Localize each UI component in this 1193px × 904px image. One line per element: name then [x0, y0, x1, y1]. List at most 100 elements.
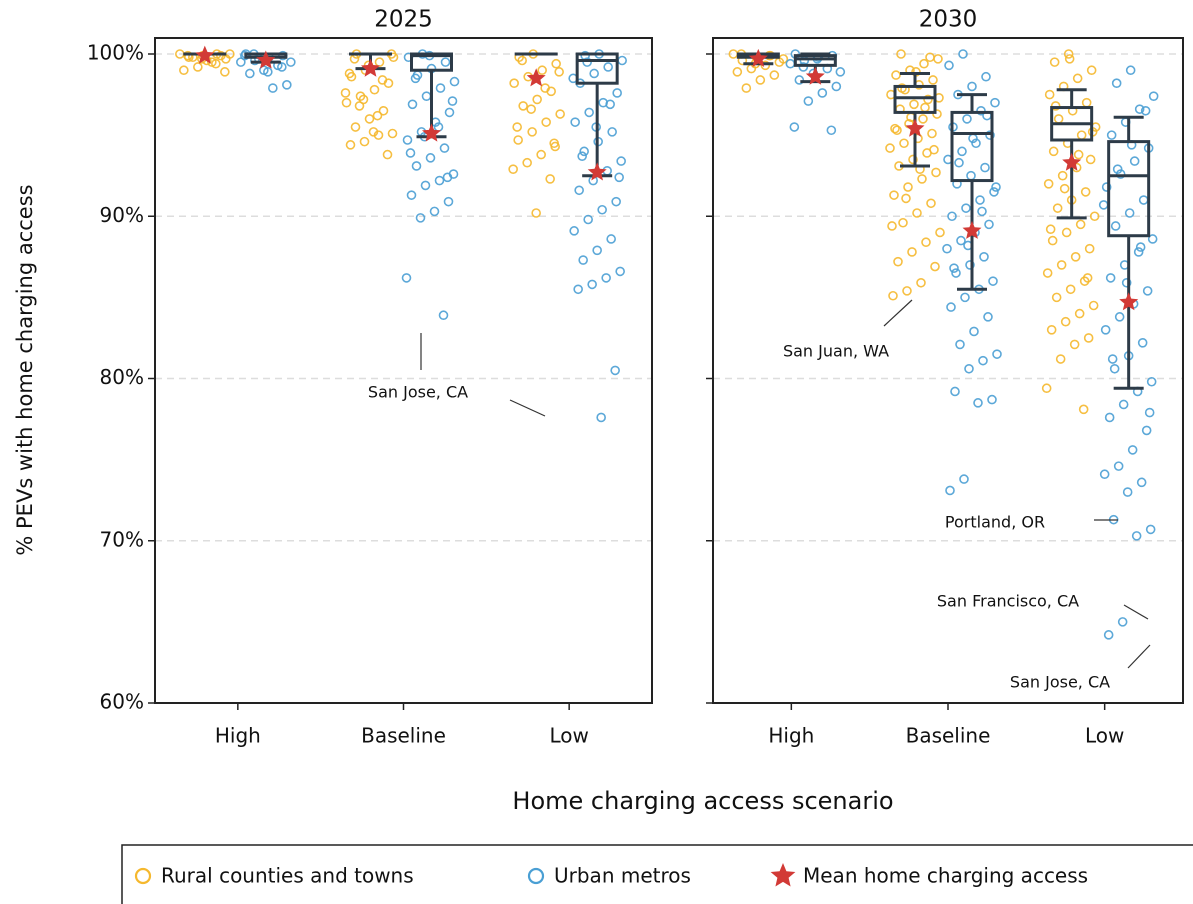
data-point — [1146, 376, 1157, 387]
data-point — [1140, 105, 1151, 116]
data-point — [1052, 203, 1063, 213]
data-point — [605, 99, 615, 110]
mean-marker — [422, 123, 441, 142]
mean-marker — [587, 162, 607, 181]
data-point — [540, 83, 550, 93]
data-point — [919, 58, 929, 69]
data-point — [574, 185, 584, 196]
data-point — [1050, 101, 1061, 111]
data-point — [606, 234, 616, 244]
data-point — [964, 363, 974, 374]
box — [950, 110, 994, 183]
data-point — [966, 170, 976, 181]
y-tick-label: 90% — [100, 203, 144, 227]
y-tick-label: 100% — [87, 41, 144, 65]
data-point — [245, 68, 255, 79]
data-point — [345, 140, 356, 150]
data-point — [420, 180, 431, 191]
panel-frame — [154, 37, 653, 704]
data-point — [931, 167, 941, 178]
data-point — [442, 172, 453, 183]
data-point — [1100, 325, 1111, 335]
data-point — [1112, 164, 1123, 174]
data-point — [444, 107, 455, 118]
data-point — [794, 75, 805, 85]
data-point — [569, 226, 579, 236]
data-point — [991, 182, 1001, 192]
data-point — [1117, 617, 1128, 627]
data-point — [508, 164, 518, 174]
data-point — [578, 255, 588, 265]
data-point — [220, 67, 230, 77]
x-tick-label: High — [215, 724, 261, 748]
data-point — [592, 245, 602, 256]
data-point — [975, 195, 985, 205]
data-point — [1043, 179, 1054, 189]
legend-marker — [527, 867, 545, 885]
data-point — [971, 138, 981, 149]
box — [410, 52, 453, 72]
data-point — [980, 162, 990, 173]
data-point — [589, 68, 599, 79]
data-point — [240, 50, 250, 61]
data-point — [406, 190, 417, 200]
annotation-leader — [1127, 644, 1151, 669]
data-point — [989, 187, 999, 197]
data-point — [536, 149, 546, 160]
data-point — [1148, 91, 1159, 101]
data-point — [1118, 399, 1129, 410]
data-point — [1074, 308, 1085, 319]
data-point — [374, 57, 385, 67]
data-point — [1124, 208, 1135, 218]
data-point — [949, 263, 959, 273]
data-point — [601, 273, 611, 283]
data-point — [1051, 292, 1062, 303]
data-point — [579, 146, 589, 157]
x-axis-label: Home charging access scenario — [512, 787, 893, 815]
data-point — [582, 57, 592, 67]
y-axis-label: % PEVs with home charging access — [13, 184, 37, 555]
data-point — [372, 110, 383, 121]
data-point — [407, 99, 418, 110]
data-point — [554, 67, 564, 77]
data-point — [1049, 57, 1060, 67]
data-point — [928, 75, 938, 85]
data-point — [732, 67, 743, 77]
data-point — [947, 211, 957, 222]
x-tick-label: High — [768, 724, 814, 748]
data-point — [1131, 531, 1142, 541]
data-point — [434, 175, 445, 186]
data-point — [545, 174, 555, 184]
data-point — [892, 125, 902, 136]
data-point — [1136, 477, 1147, 488]
data-point — [439, 143, 450, 153]
data-point — [901, 193, 911, 204]
annotation-leader — [883, 299, 913, 327]
data-point — [607, 127, 617, 137]
legend-frame — [121, 844, 1193, 904]
data-point — [216, 50, 226, 61]
data-point — [368, 127, 379, 137]
data-point — [908, 154, 918, 165]
data-point — [990, 97, 1000, 108]
data-point — [429, 206, 440, 217]
data-point — [522, 157, 532, 168]
data-point — [891, 70, 901, 80]
data-point — [954, 157, 964, 168]
mean-marker — [256, 50, 276, 69]
data-point — [415, 213, 426, 223]
data-point — [603, 62, 613, 72]
data-point — [929, 144, 939, 155]
mean-marker — [526, 68, 546, 87]
data-point — [932, 109, 942, 119]
data-point — [1103, 630, 1114, 640]
data-point — [902, 286, 912, 296]
data-point — [1089, 211, 1100, 222]
data-point — [435, 83, 446, 93]
data-point — [1078, 404, 1089, 415]
annotation-leader — [1123, 604, 1149, 620]
data-point — [1042, 268, 1053, 278]
data-point — [921, 237, 931, 248]
data-point — [518, 101, 528, 111]
data-point — [973, 398, 983, 408]
